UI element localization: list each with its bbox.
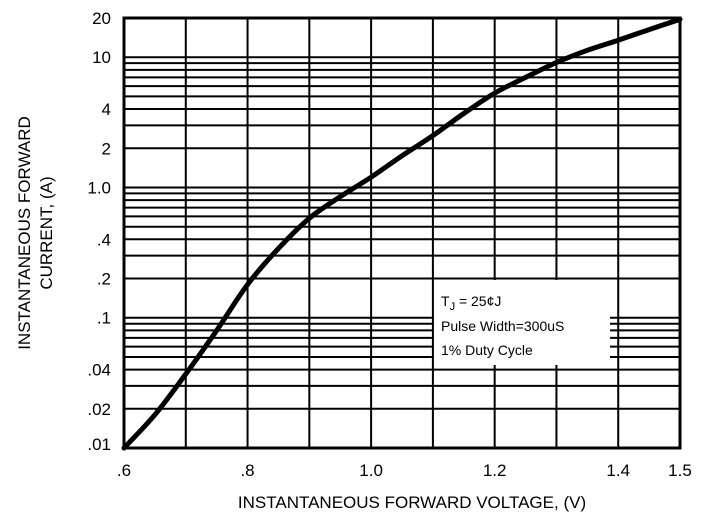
- y-axis-title-line1: INSTANTANEOUS FORWARD: [15, 116, 34, 350]
- y-tick-label: 2: [102, 139, 111, 158]
- forward-current-curve: [121, 16, 683, 451]
- y-tick-label: .02: [87, 400, 111, 419]
- y-tick-label: 20: [92, 9, 111, 28]
- x-axis-title: INSTANTANEOUS FORWARD VOLTAGE, (V): [238, 493, 586, 512]
- grid: [124, 18, 680, 448]
- legend-subscript: J: [450, 301, 456, 313]
- y-tick-label: .04: [87, 361, 111, 380]
- y-axis-title-line2: CURRENT, (A): [37, 176, 56, 289]
- x-tick-label: .6: [117, 461, 131, 480]
- y-tick-label: .4: [97, 230, 111, 249]
- plot-frame: [122, 16, 682, 450]
- y-tick-labels: 20 10 4 2 1.0 .4 .2 .1 .04 .02 .01: [87, 9, 111, 454]
- y-tick-label: .2: [97, 270, 111, 289]
- x-tick-label: 1.0: [359, 461, 383, 480]
- x-tick-label: 1.2: [483, 461, 507, 480]
- legend-duty-cycle: 1% Duty Cycle: [441, 342, 533, 358]
- x-tick-label: 1.4: [606, 461, 630, 480]
- y-tick-label: .01: [87, 435, 111, 454]
- y-tick-label: 1.0: [87, 178, 111, 197]
- y-tick-label: 4: [102, 100, 111, 119]
- x-tick-label: .8: [240, 461, 254, 480]
- legend-pulse-width: Pulse Width=300uS: [441, 318, 564, 334]
- x-tick-label: 1.5: [668, 461, 692, 480]
- y-tick-label: .1: [97, 309, 111, 328]
- legend-junction-temperature: TJ = 25¢J: [441, 293, 501, 313]
- legend-box: [434, 280, 610, 365]
- y-tick-label: 10: [92, 48, 111, 67]
- x-tick-labels: .6 .8 1.0 1.2 1.4 1.5: [117, 461, 692, 480]
- legend: TJ = 25¢J Pulse Width=300uS 1% Duty Cycl…: [434, 280, 610, 365]
